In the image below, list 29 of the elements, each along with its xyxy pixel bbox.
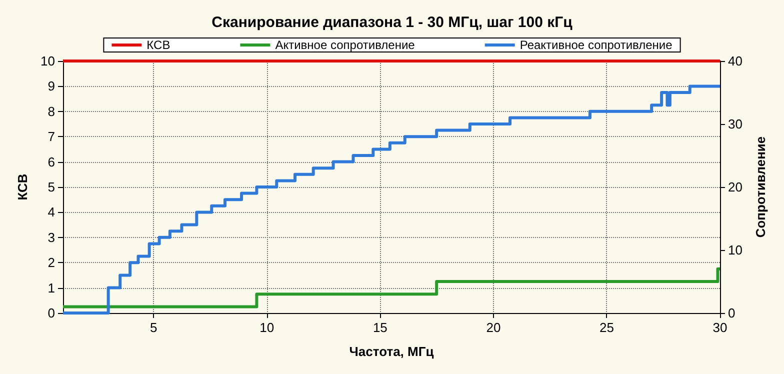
- y-axis-title: КСВ: [15, 174, 30, 200]
- y2-tick-label: 40: [728, 54, 742, 68]
- x-tick-label: 15: [372, 320, 388, 335]
- y2-tick-label: 0: [728, 306, 736, 320]
- y-tick-label: 7: [48, 129, 55, 144]
- x-tick-label: 20: [486, 320, 501, 335]
- y-tick-label: 8: [48, 104, 55, 119]
- legend-label: Реактивное сопротивление: [520, 38, 673, 52]
- y2-tick-label: 30: [728, 116, 742, 132]
- y-tick-label: 2: [48, 255, 55, 270]
- x-tick-label: 5: [150, 320, 158, 335]
- y-tick-label: 6: [48, 154, 55, 170]
- y-tick-label: 1: [48, 280, 55, 296]
- legend-label: Активное сопротивление: [275, 38, 416, 52]
- x-tick-label: 30: [712, 320, 728, 335]
- y-tick-label: 9: [48, 78, 55, 94]
- y-tick-label: 10: [40, 54, 55, 68]
- x-axis-title: Частота, МГц: [349, 344, 434, 359]
- y2-axis-title: Сопротивление: [753, 136, 768, 238]
- legend-label: КСВ: [146, 38, 170, 52]
- y2-tick-label: 10: [728, 242, 742, 258]
- y-tick-label: 3: [48, 230, 55, 245]
- y2-tick-label: 20: [728, 180, 742, 194]
- x-tick-label: 25: [599, 320, 614, 335]
- chart-title: Сканирование диапазона 1 - 30 МГц, шаг 100 кГц: [212, 14, 574, 31]
- y-tick-label: 4: [48, 204, 55, 220]
- x-tick-label: 10: [260, 320, 274, 335]
- y-tick-label: 5: [48, 180, 55, 194]
- y-tick-label: 0: [48, 306, 55, 320]
